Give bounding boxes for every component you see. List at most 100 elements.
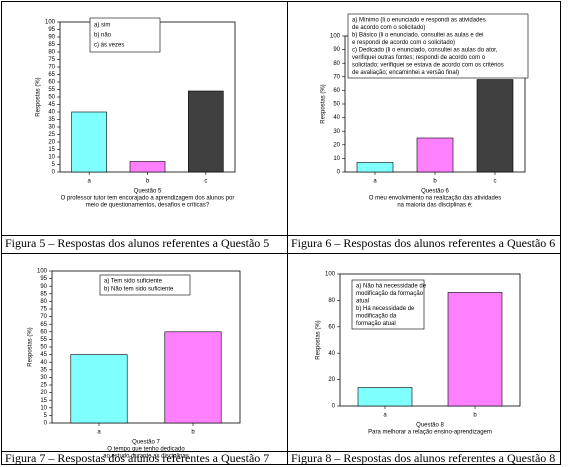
y-tick-label: 30	[333, 129, 340, 135]
caption: Figura 5 – Respostas dos alunos referent…	[5, 236, 269, 250]
y-tick-label: 25	[48, 132, 55, 138]
y-tick-label: 75	[48, 57, 55, 63]
x-axis-label: Questão 5	[134, 189, 162, 195]
y-tick-label: 20	[328, 377, 335, 383]
y-tick-label: 85	[48, 42, 55, 48]
y-tick-label: 90	[333, 47, 340, 53]
x-tick-label: a	[97, 430, 101, 436]
y-tick-label: 35	[48, 117, 55, 123]
bar	[71, 111, 107, 173]
y-tick-label: 20	[48, 140, 55, 146]
legend-entry: a) sim	[94, 23, 110, 29]
y-tick-label: 70	[40, 314, 47, 320]
y-tick-label: 100	[325, 272, 336, 278]
question-text: Para melhorar a relação ensino-aprendiza…	[368, 430, 492, 436]
y-tick-label: 60	[40, 329, 47, 335]
y-tick-label: 10	[48, 155, 55, 161]
legend-entry: a) Não há necessidade de	[356, 283, 427, 289]
legend-entry: de acordo com o solicitado)	[352, 25, 425, 31]
y-tick-label: 35	[40, 367, 47, 373]
legend-entry: verifiquei outras fontes; respondi de ac…	[352, 55, 486, 61]
bar	[129, 161, 166, 173]
y-tick-label: 100	[45, 20, 56, 26]
question-text: na maioria das disciplinas é:	[397, 203, 473, 209]
y-tick-label: 70	[48, 65, 55, 71]
y-tick-label: 0	[337, 170, 341, 176]
y-tick-label: 15	[40, 398, 47, 404]
y-axis-label: Respostas (%)	[36, 77, 42, 116]
x-tick-label: a	[373, 179, 377, 185]
legend-box	[351, 279, 425, 330]
legend-entry: a) Mínimo (li o enunciado e respondi as …	[352, 17, 486, 23]
legend-box	[89, 17, 161, 53]
y-tick-label: 40	[48, 110, 55, 116]
y-tick-label: 95	[48, 27, 55, 33]
y-tick-label: 40	[40, 360, 47, 366]
x-tick-label: b	[146, 179, 150, 185]
y-axis-label: Respostas (%)	[316, 320, 322, 359]
y-tick-label: 40	[333, 115, 340, 121]
question-text: O meu envolvimento na realização das ati…	[369, 196, 501, 202]
x-axis-label: Questão 7	[132, 440, 160, 446]
legend-entry: solicitado; verifiquei se estava de acor…	[352, 62, 504, 68]
caption: Figura 8 – Respostas dos alunos referent…	[291, 451, 555, 465]
bar	[356, 162, 394, 173]
legend-entry: c) Dedicado (li o enunciado, consultei a…	[352, 47, 498, 53]
y-tick-label: 20	[333, 142, 340, 148]
y-tick-label: 15	[48, 147, 55, 153]
y-tick-label: 40	[328, 351, 335, 357]
y-tick-label: 80	[48, 50, 55, 56]
y-tick-label: 50	[40, 345, 47, 351]
legend-box	[347, 13, 529, 79]
x-tick-label: c	[204, 179, 207, 185]
x-axis-label: Questão 6	[421, 189, 449, 195]
legend-entry: a) Tem sido suficiente	[104, 279, 163, 285]
y-axis-label: Respostas (%)	[28, 327, 34, 366]
y-tick-label: 95	[40, 276, 47, 282]
y-tick-label: 65	[48, 72, 55, 78]
y-tick-label: 100	[37, 269, 48, 275]
x-axis-label: Questão 8	[416, 423, 444, 429]
y-tick-label: 75	[40, 307, 47, 313]
y-tick-label: 100	[330, 34, 341, 40]
legend-entry: b) não	[94, 33, 112, 39]
x-tick-label: b	[473, 413, 477, 419]
bar	[447, 292, 503, 407]
bar	[357, 387, 413, 407]
y-tick-label: 80	[333, 61, 340, 67]
question-text: O tempo que tenho dedicado	[107, 447, 185, 453]
caption: Figura 7 – Respostas dos alunos referent…	[5, 451, 269, 465]
question-text: O professor tutor tem encorajado a apren…	[61, 196, 235, 202]
legend-entry: modificação da	[356, 313, 397, 319]
y-tick-label: 30	[40, 375, 47, 381]
y-tick-label: 5	[52, 162, 56, 168]
y-tick-label: 10	[333, 156, 340, 162]
x-tick-label: c	[494, 179, 497, 185]
y-tick-label: 80	[328, 298, 335, 304]
y-tick-label: 80	[40, 299, 47, 305]
y-axis-label: Respostas (%)	[321, 84, 327, 123]
legend-entry: b) Não tem sido suficiente	[104, 287, 174, 293]
y-tick-label: 45	[40, 352, 47, 358]
question-text: ao estudo durante as disciplinas	[103, 454, 189, 460]
y-tick-label: 60	[48, 80, 55, 86]
y-tick-label: 50	[333, 102, 340, 108]
y-tick-label: 90	[48, 35, 55, 41]
bar	[476, 79, 514, 173]
x-tick-label: b	[191, 430, 195, 436]
y-tick-label: 50	[48, 95, 55, 101]
legend-entry: de avaliação; encaminhei a versão final)	[352, 70, 459, 76]
y-tick-label: 70	[333, 74, 340, 80]
y-tick-label: 90	[40, 284, 47, 290]
legend-entry: atual	[356, 298, 369, 304]
y-tick-label: 25	[40, 383, 47, 389]
y-tick-label: 55	[48, 87, 55, 93]
bar	[164, 331, 222, 424]
legend-entry: formação atual	[356, 321, 396, 327]
x-tick-label: a	[87, 179, 91, 185]
table-border	[1, 1, 561, 465]
y-tick-label: 0	[52, 170, 56, 176]
y-tick-label: 30	[48, 125, 55, 131]
caption: Figura 6 – Respostas dos alunos referent…	[291, 236, 555, 250]
